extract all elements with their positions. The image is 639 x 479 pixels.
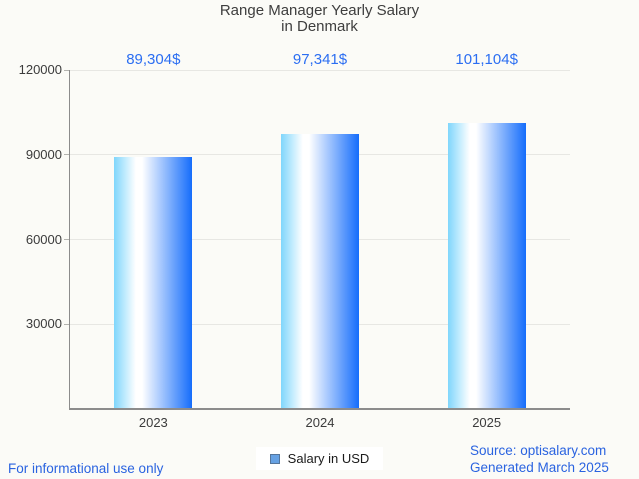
x-axis-label: 2023 <box>138 415 168 430</box>
legend-marker-icon <box>269 453 280 464</box>
y-axis-line <box>68 70 70 409</box>
bar-value-label: 101,104$ <box>455 51 518 68</box>
bar-value-label: 97,341$ <box>292 51 348 68</box>
x-axis-label: 2025 <box>472 415 502 430</box>
source-text: Source: optisalary.com Generated March 2… <box>470 443 609 476</box>
legend-box: Salary in USD <box>255 447 384 470</box>
chart-title-line1: Range Manager Yearly Salary <box>219 2 420 19</box>
y-axis-tick <box>64 323 70 325</box>
x-axis-line <box>68 408 570 410</box>
gridline <box>70 69 570 71</box>
chart-title: Range Manager Yearly Salary in Denmark <box>0 3 639 35</box>
y-axis-label: 90000 <box>25 146 62 162</box>
bar-2023 <box>114 156 193 409</box>
y-axis-tick <box>64 69 70 71</box>
x-axis-label: 2024 <box>305 415 335 430</box>
y-axis-label: 120000 <box>18 62 62 77</box>
bar-2025 <box>447 123 526 409</box>
disclaimer-text: For informational use only <box>8 461 164 476</box>
y-axis-tick <box>64 239 70 240</box>
y-axis-label: 30000 <box>25 316 62 332</box>
y-axis-label: 60000 <box>25 231 62 247</box>
bar-value-label: 89,304$ <box>126 51 181 68</box>
chart-title-line2: in Denmark <box>281 18 358 35</box>
legend-label: Salary in USD <box>287 451 370 466</box>
legend: Salary in USD <box>0 447 639 470</box>
generated-line: Generated March 2025 <box>470 459 609 475</box>
y-axis-tick <box>64 154 70 156</box>
source-line: Source: optisalary.com <box>470 443 607 458</box>
bar-2024 <box>281 134 359 409</box>
